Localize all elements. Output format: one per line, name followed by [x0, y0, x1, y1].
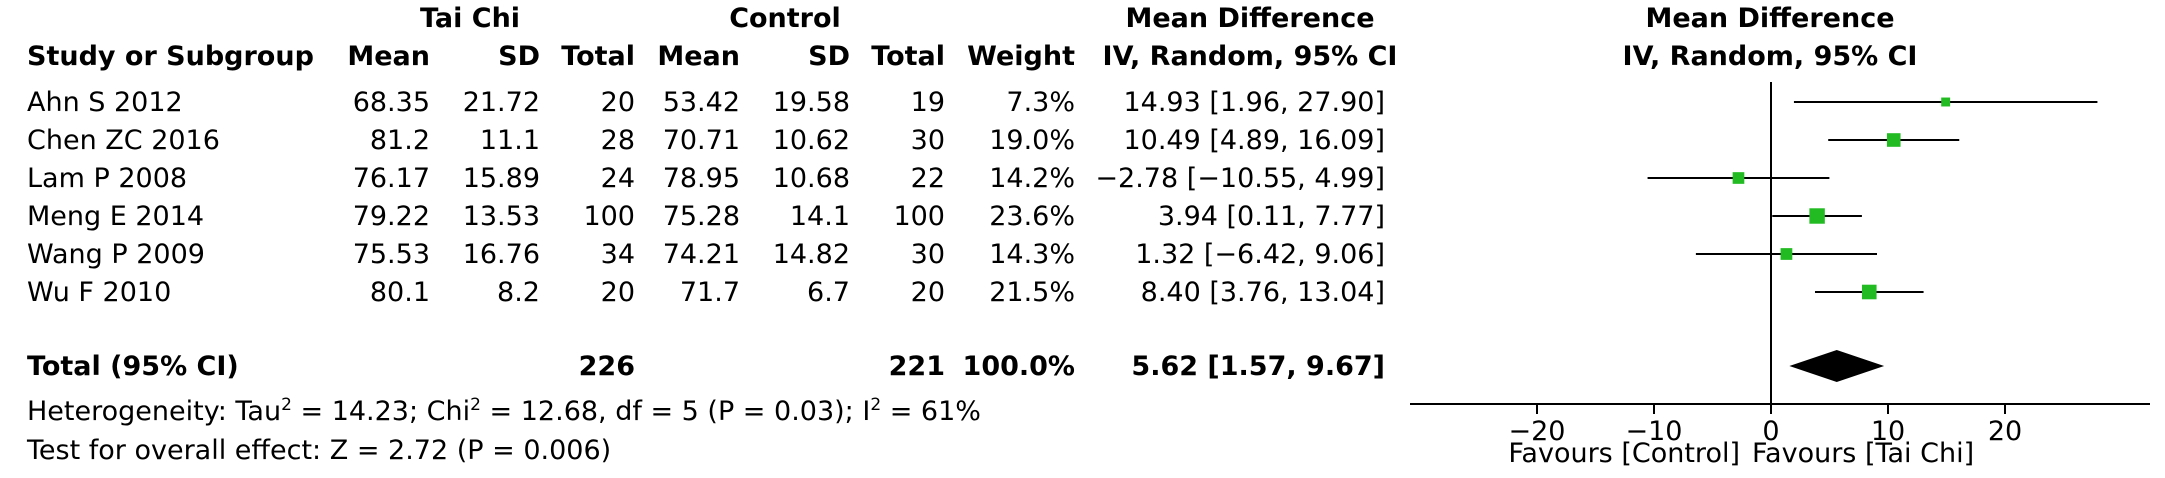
- plot-title: Mean Difference: [1645, 3, 1895, 34]
- study-point-estimate: [1941, 97, 1951, 107]
- pooled-diamond: [1789, 350, 1885, 382]
- total1-cell: 34: [600, 239, 635, 270]
- favours-left-label: Favours [Control]: [1508, 438, 1740, 469]
- sd1-cell: 15.89: [462, 163, 540, 194]
- total1-cell: 100: [583, 201, 635, 232]
- sd2-cell: 19.58: [772, 87, 850, 118]
- total2-sum: 221: [888, 351, 945, 382]
- md-cell: 8.40 [3.76, 13.04]: [1140, 277, 1385, 308]
- mean1-cell: 79.22: [352, 201, 430, 232]
- total1-cell: 20: [600, 87, 635, 118]
- mean1-cell: 75.53: [352, 239, 430, 270]
- study-markers: [1647, 97, 2098, 300]
- mean1-cell: 68.35: [352, 87, 430, 118]
- study-name: Chen ZC 2016: [27, 125, 220, 156]
- study-point-estimate: [1809, 208, 1825, 224]
- md-cell: 10.49 [4.89, 16.09]: [1123, 125, 1385, 156]
- mean1-cell: 76.17: [352, 163, 430, 194]
- total2-cell: 22: [910, 163, 945, 194]
- mean1-cell: 81.2: [369, 125, 430, 156]
- heterogeneity-part: Heterogeneity: Tau: [27, 396, 282, 427]
- x-axis-tick-label: 10: [1871, 416, 1905, 447]
- study-point-estimate: [1732, 172, 1745, 184]
- sd1-cell: 16.76: [462, 239, 540, 270]
- total2-cell: 30: [910, 239, 945, 270]
- mean2-cell: 75.28: [662, 201, 740, 232]
- md-cell: 1.32 [−6.42, 9.06]: [1135, 239, 1385, 270]
- mean2-cell: 70.71: [662, 125, 740, 156]
- sd1-cell: 8.2: [497, 277, 540, 308]
- col-sd2-header: SD: [808, 41, 850, 72]
- sd2-cell: 10.68: [772, 163, 850, 194]
- study-point-estimate: [1780, 248, 1793, 260]
- heterogeneity-text: Heterogeneity: Tau2 = 14.23; Chi2 = 12.6…: [27, 395, 981, 429]
- mean2-cell: 78.95: [662, 163, 740, 194]
- group2-header: Control: [729, 3, 841, 34]
- total2-cell: 20: [910, 277, 945, 308]
- group1-header: Tai Chi: [419, 3, 521, 34]
- study-point-estimate: [1886, 133, 1901, 147]
- total-label: Total (95% CI): [27, 351, 239, 382]
- superscript: 2: [870, 395, 882, 415]
- col-md-header: IV, Random, 95% CI: [1102, 41, 1398, 72]
- overall-effect-text: Test for overall effect: Z = 2.72 (P = 0…: [27, 435, 612, 466]
- sd2-cell: 14.82: [772, 239, 850, 270]
- weight-cell: 19.0%: [989, 125, 1075, 156]
- study-name: Ahn S 2012: [27, 87, 183, 118]
- total1-cell: 24: [600, 163, 635, 194]
- x-axis-tick-label: 0: [1762, 416, 1779, 447]
- total-md: 5.62 [1.57, 9.67]: [1131, 351, 1385, 382]
- x-axis-ticks: −20 −10 0 10 20: [1509, 404, 2022, 447]
- favours-right-label: Favours [Tai Chi]: [1752, 438, 1975, 469]
- total2-cell: 19: [910, 87, 945, 118]
- superscript: 2: [470, 395, 481, 415]
- x-axis-tick-label: −20: [1509, 416, 1566, 447]
- col-study-header: Study or Subgroup: [27, 41, 314, 72]
- total2-cell: 100: [893, 201, 945, 232]
- weight-cell: 23.6%: [989, 201, 1075, 232]
- heterogeneity-part: = 14.23; Chi: [291, 396, 471, 427]
- md-cell: 14.93 [1.96, 27.90]: [1123, 87, 1385, 118]
- heterogeneity-part: = 61%: [881, 396, 981, 427]
- sd2-cell: 10.62: [772, 125, 850, 156]
- study-point-estimate: [1861, 284, 1877, 300]
- study-name: Wang P 2009: [27, 239, 205, 270]
- col-mean2-header: Mean: [657, 41, 740, 72]
- weight-cell: 14.3%: [989, 239, 1075, 270]
- total1-sum: 226: [578, 351, 635, 382]
- sd2-cell: 14.1: [789, 201, 850, 232]
- md-title-header: Mean Difference: [1125, 3, 1375, 34]
- col-total2-header: Total: [871, 41, 945, 72]
- total1-cell: 28: [600, 125, 635, 156]
- mean1-cell: 80.1: [369, 277, 430, 308]
- col-sd1-header: SD: [498, 41, 540, 72]
- total2-cell: 30: [910, 125, 945, 156]
- x-axis-tick-label: 20: [1988, 416, 2022, 447]
- col-total1-header: Total: [561, 41, 635, 72]
- col-weight-header: Weight: [967, 41, 1075, 72]
- weight-cell: 7.3%: [1006, 87, 1075, 118]
- sd1-cell: 13.53: [462, 201, 540, 232]
- superscript: 2: [281, 395, 292, 415]
- md-cell: 3.94 [0.11, 7.77]: [1157, 201, 1385, 232]
- sd1-cell: 21.72: [462, 87, 540, 118]
- mean2-cell: 71.7: [679, 277, 740, 308]
- study-name: Lam P 2008: [27, 163, 188, 194]
- md-cell: −2.78 [−10.55, 4.99]: [1095, 163, 1385, 194]
- sd2-cell: 6.7: [807, 277, 850, 308]
- col-mean1-header: Mean: [347, 41, 430, 72]
- weight-cell: 14.2%: [989, 163, 1075, 194]
- study-name: Wu F 2010: [27, 277, 172, 308]
- heterogeneity-part: = 12.68, df = 5 (P = 0.03); I: [480, 396, 871, 427]
- weight-cell: 21.5%: [989, 277, 1075, 308]
- plot-subtitle: IV, Random, 95% CI: [1622, 41, 1918, 72]
- sd1-cell: 11.1: [479, 125, 540, 156]
- study-name: Meng E 2014: [27, 201, 205, 232]
- mean2-cell: 53.42: [662, 87, 740, 118]
- total-weight: 100.0%: [962, 351, 1075, 382]
- total1-cell: 20: [600, 277, 635, 308]
- x-axis-tick-label: −10: [1626, 416, 1683, 447]
- mean2-cell: 74.21: [662, 239, 740, 270]
